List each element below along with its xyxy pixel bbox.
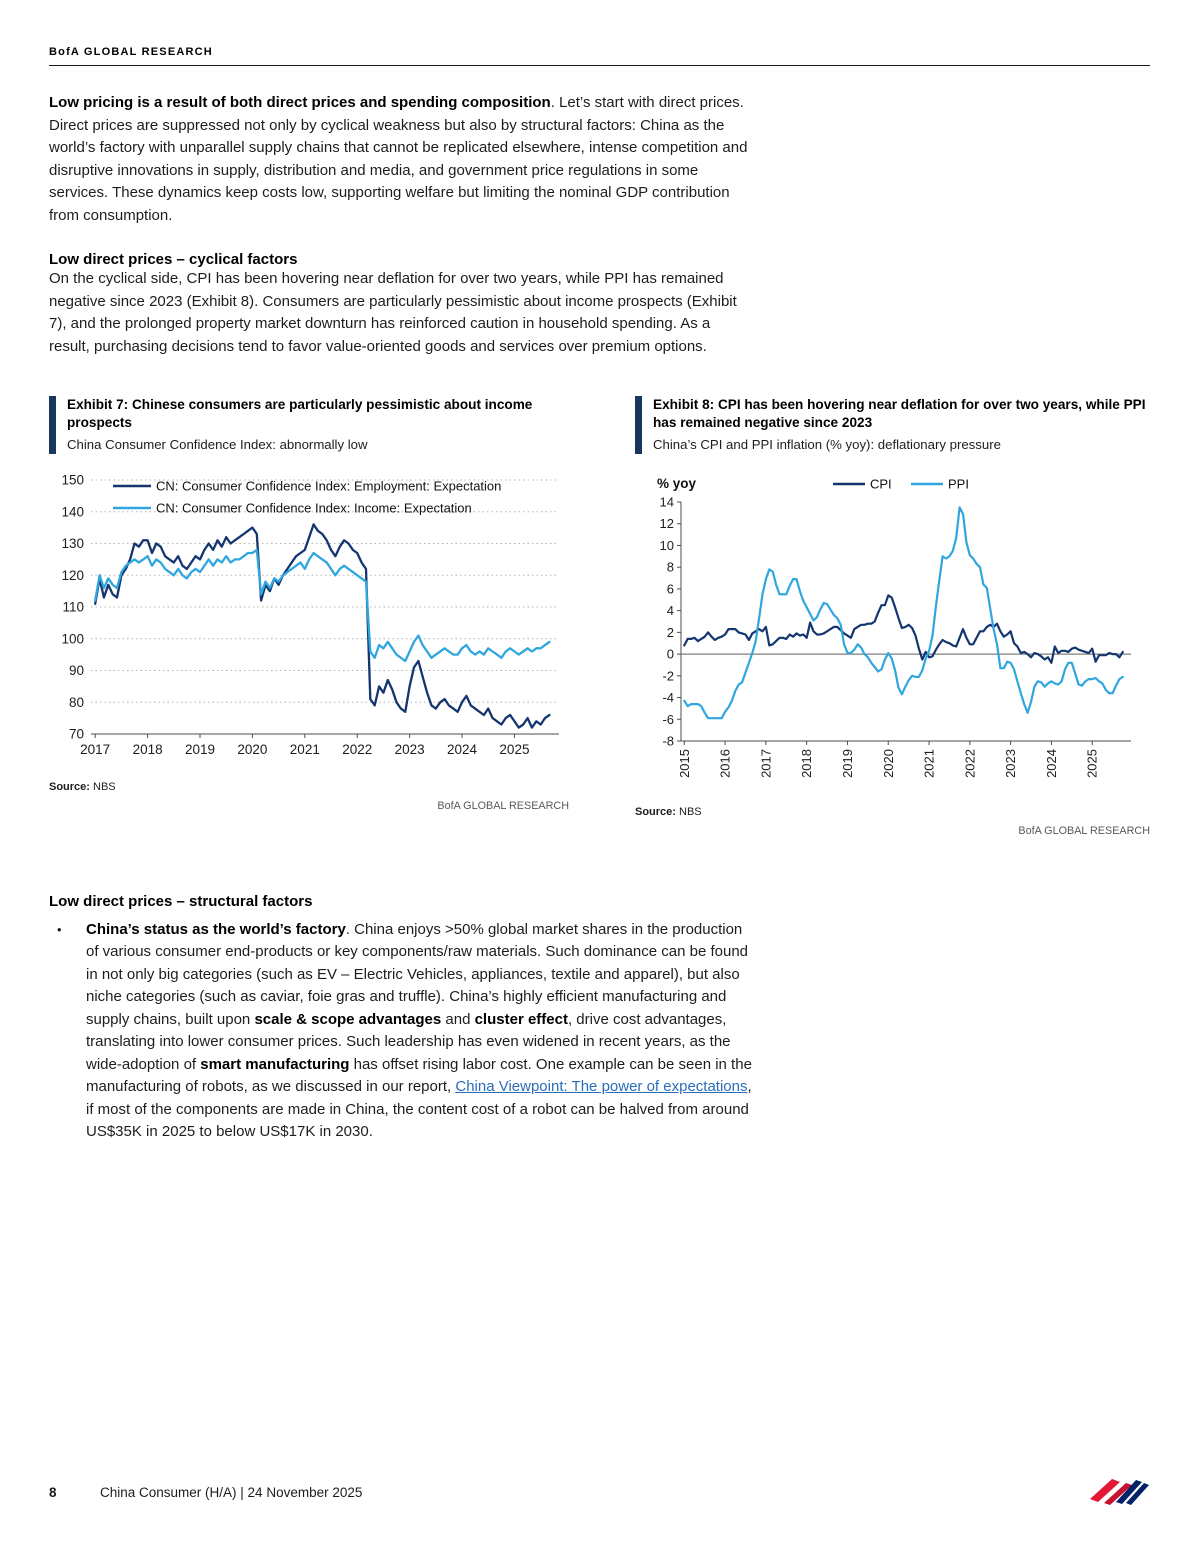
structural-text-8: has offset rising labor cost. One exampl… bbox=[86, 1055, 752, 1096]
exhibit-7-footer: Source: NBS BofA GLOBAL RESEARCH bbox=[49, 781, 569, 812]
svg-text:2019: 2019 bbox=[840, 749, 855, 778]
consumer-confidence-chart: 70 80 90 100 110 120 130 140 150 2017 2018 2019 2020… bbox=[61, 472, 559, 757]
svg-text:2024: 2024 bbox=[1044, 749, 1059, 778]
svg-text:120: 120 bbox=[61, 567, 84, 582]
intro-paragraph: Low pricing is a result of both direct p… bbox=[49, 92, 753, 227]
svg-text:-6: -6 bbox=[662, 711, 674, 726]
footer-text: China Consumer (H/A) | 24 November 2025 bbox=[100, 1485, 363, 1500]
exhibit-7-chart: 70 80 90 100 110 120 130 140 150 2017 2018 2019 2020… bbox=[49, 470, 569, 775]
structural-text-10: , if most of the components are made in … bbox=[86, 1078, 752, 1140]
svg-text:2022: 2022 bbox=[962, 749, 977, 778]
svg-text:4: 4 bbox=[667, 603, 674, 618]
svg-text:2023: 2023 bbox=[1003, 749, 1018, 778]
exhibit-7-credit: BofA GLOBAL RESEARCH bbox=[437, 799, 569, 812]
cpi-ppi-inflation-chart: -8 -6 -4 -2 0 2 4 6 8 10 12 14 2015 2016 2017 2018 2019 2… bbox=[657, 476, 1131, 778]
svg-text:2015: 2015 bbox=[677, 749, 692, 778]
exhibit-8-chart: -8 -6 -4 -2 0 2 4 6 8 10 12 14 2015 2016 2017 2018 2019 2… bbox=[635, 470, 1150, 800]
svg-text:100: 100 bbox=[61, 631, 84, 646]
cluster-effect-bold: cluster effect bbox=[474, 1010, 568, 1028]
bofa-logo-icon bbox=[1086, 1472, 1150, 1513]
svg-text:2025: 2025 bbox=[1085, 749, 1100, 778]
svg-text:-4: -4 bbox=[662, 690, 674, 705]
svg-text:PPI: PPI bbox=[948, 476, 969, 491]
svg-text:8: 8 bbox=[667, 559, 674, 574]
source-value: NBS bbox=[89, 780, 116, 793]
structural-text-2: . China enjoys >50% global market shares… bbox=[86, 920, 749, 1028]
page-number: 8 bbox=[49, 1485, 57, 1500]
brand-text: BofA GLOBAL RESEARCH bbox=[49, 46, 213, 58]
svg-text:CN: Consumer Confidence Index:: CN: Consumer Confidence Index: Income: E… bbox=[156, 500, 472, 515]
cyclical-heading: Low direct prices – cyclical factors bbox=[49, 251, 298, 268]
exhibit-8-subtitle: China’s CPI and PPI inflation (% yoy): d… bbox=[653, 436, 1001, 452]
svg-text:-2: -2 bbox=[662, 668, 674, 683]
svg-text:0: 0 bbox=[667, 646, 674, 661]
exhibit-8-footer: Source: NBS BofA GLOBAL RESEARCH bbox=[635, 806, 1150, 837]
source-label: Source: bbox=[635, 805, 676, 818]
svg-text:140: 140 bbox=[61, 504, 84, 519]
svg-text:2019: 2019 bbox=[185, 742, 215, 757]
china-viewpoint-report-link[interactable]: China Viewpoint: The power of expectatio… bbox=[455, 1078, 748, 1095]
svg-text:150: 150 bbox=[61, 472, 84, 487]
source-value: NBS bbox=[675, 805, 702, 818]
exhibit-8-source: Source: NBS bbox=[635, 806, 1150, 818]
page-footer: 8 China Consumer (H/A) | 24 November 202… bbox=[49, 1472, 1150, 1513]
svg-text:90: 90 bbox=[69, 663, 84, 678]
exhibits-row: Exhibit 7: Chinese consumers are particu… bbox=[49, 396, 1150, 837]
svg-text:80: 80 bbox=[69, 694, 84, 709]
svg-text:2020: 2020 bbox=[237, 742, 267, 757]
svg-text:% yoy: % yoy bbox=[657, 476, 697, 491]
svg-text:2022: 2022 bbox=[342, 742, 372, 757]
svg-text:2: 2 bbox=[667, 624, 674, 639]
svg-text:CPI: CPI bbox=[870, 476, 892, 491]
svg-text:2023: 2023 bbox=[395, 742, 425, 757]
svg-text:-8: -8 bbox=[662, 733, 674, 748]
svg-text:14: 14 bbox=[660, 494, 674, 509]
structural-bullet: • China’s status as the world’s factory.… bbox=[49, 919, 1150, 1144]
exhibit-8-header: Exhibit 8: CPI has been hovering near de… bbox=[635, 396, 1150, 454]
svg-text:2020: 2020 bbox=[881, 749, 896, 778]
svg-text:2021: 2021 bbox=[922, 749, 937, 778]
smart-manufacturing-bold: smart manufacturing bbox=[200, 1055, 350, 1073]
structural-section: Low direct prices – structural factors •… bbox=[49, 893, 1150, 1144]
svg-text:6: 6 bbox=[667, 581, 674, 596]
svg-text:2018: 2018 bbox=[133, 742, 163, 757]
svg-text:70: 70 bbox=[69, 726, 84, 741]
bullet-marker: • bbox=[57, 921, 62, 937]
svg-text:2017: 2017 bbox=[80, 742, 110, 757]
intro-lead-bold: Low pricing is a result of both direct p… bbox=[49, 94, 551, 111]
svg-text:12: 12 bbox=[660, 516, 674, 531]
svg-text:2016: 2016 bbox=[718, 749, 733, 778]
exhibit-8-credit: BofA GLOBAL RESEARCH bbox=[1018, 824, 1150, 837]
exhibit-7-source: Source: NBS bbox=[49, 781, 569, 793]
exhibit-7: Exhibit 7: Chinese consumers are particu… bbox=[49, 396, 569, 837]
svg-text:10: 10 bbox=[660, 537, 674, 552]
cyclical-paragraph: On the cyclical side, CPI has been hover… bbox=[49, 270, 737, 355]
scale-scope-bold: scale & scope advantages bbox=[254, 1010, 442, 1028]
source-label: Source: bbox=[49, 780, 90, 793]
svg-text:2017: 2017 bbox=[758, 749, 773, 778]
svg-text:2021: 2021 bbox=[290, 742, 320, 757]
exhibit-7-subtitle: China Consumer Confidence Index: abnorma… bbox=[67, 436, 368, 452]
svg-text:2024: 2024 bbox=[447, 742, 478, 757]
structural-bullet-text: China’s status as the world’s factory. C… bbox=[86, 919, 753, 1144]
intro-body-text: . Let’s start with direct prices. Direct… bbox=[49, 94, 748, 224]
exhibit-7-header: Exhibit 7: Chinese consumers are particu… bbox=[49, 396, 569, 454]
worlds-factory-bold: China’s status as the world’s factory bbox=[86, 920, 346, 938]
svg-text:2025: 2025 bbox=[499, 742, 529, 757]
svg-text:2018: 2018 bbox=[799, 749, 814, 778]
svg-text:CN: Consumer Confidence Index:: CN: Consumer Confidence Index: Employmen… bbox=[156, 478, 501, 493]
exhibit-8: Exhibit 8: CPI has been hovering near de… bbox=[635, 396, 1150, 837]
svg-text:130: 130 bbox=[61, 536, 84, 551]
structural-text-4: and bbox=[441, 1010, 475, 1028]
structural-text-6: , drive cost advantages, translating int… bbox=[86, 1010, 731, 1073]
header-rule bbox=[49, 65, 1150, 66]
exhibit-8-title: Exhibit 8: CPI has been hovering near de… bbox=[653, 397, 1146, 431]
exhibit-7-title: Exhibit 7: Chinese consumers are particu… bbox=[67, 397, 533, 431]
structural-heading: Low direct prices – structural factors bbox=[49, 892, 313, 910]
svg-text:110: 110 bbox=[62, 599, 84, 614]
